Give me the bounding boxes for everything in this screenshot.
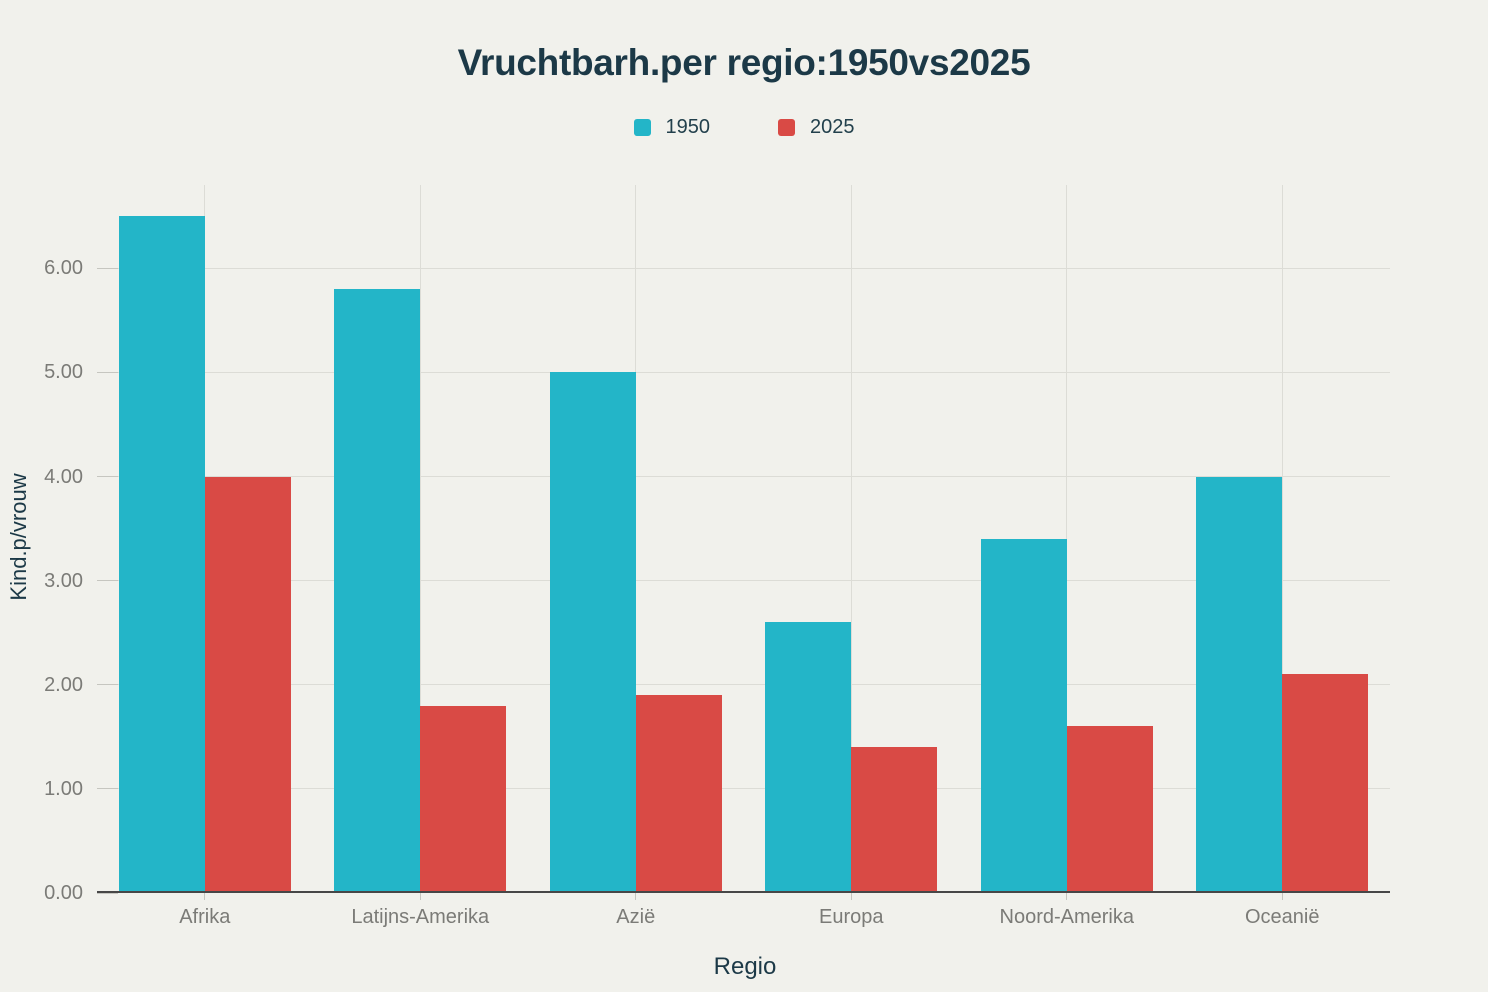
bar-azie-1950[interactable]: [549, 372, 636, 893]
y-tick-mark: [97, 788, 118, 790]
bar-afrika-1950[interactable]: [118, 216, 205, 893]
gridline-vertical: [1066, 185, 1068, 893]
gridline-vertical: [850, 185, 852, 893]
gridline-horizontal: [97, 476, 1390, 478]
y-tick-label: 5.00: [44, 361, 83, 384]
bar-oceanie-1950[interactable]: [1196, 476, 1283, 893]
legend: 1950 2025: [0, 116, 1488, 139]
x-tick-mark: [1281, 893, 1283, 900]
gridline-vertical: [419, 185, 421, 893]
x-tick-mark: [1066, 893, 1068, 900]
legend-label-2025: 2025: [810, 116, 855, 138]
bar-azie-2025[interactable]: [635, 695, 722, 893]
x-axis-line: [97, 891, 1390, 893]
gridline-vertical: [635, 185, 637, 893]
y-tick-mark: [97, 476, 118, 478]
x-tick-label: Afrika: [179, 906, 231, 928]
plot-area: 0.00 1.00 2.00 3.00 4.00 5.00 6.00 Afrika Latijn…: [44, 185, 1390, 928]
gridline-horizontal: [97, 580, 1390, 582]
gridline-vertical: [1281, 185, 1283, 893]
y-tick-label: 2.00: [44, 673, 83, 696]
bar-noord-amerika-1950[interactable]: [980, 539, 1067, 893]
y-tick-label: 6.00: [44, 257, 83, 280]
x-tick-label: Europa: [819, 906, 884, 928]
y-tick-label: 3.00: [44, 569, 83, 592]
x-tick-mark: [850, 893, 852, 900]
bar-oceanie-2025[interactable]: [1282, 674, 1369, 893]
x-tick-mark: [204, 893, 206, 900]
bar-latijns-amerika-1950[interactable]: [334, 289, 421, 893]
x-tick-label: Latijns-Amerika: [351, 906, 490, 928]
chart-title: Vruchtbarh.per regio:1950vs2025: [457, 42, 1031, 83]
x-tick-mark: [635, 893, 637, 900]
legend-item-1950[interactable]: 1950: [633, 116, 711, 139]
y-tick-mark: [97, 371, 118, 373]
y-tick-mark: [97, 892, 118, 894]
bar-europa-1950[interactable]: [765, 622, 852, 893]
gridline-horizontal: [97, 371, 1390, 373]
legend-item-2025[interactable]: 2025: [778, 116, 855, 139]
y-tick-mark: [97, 580, 118, 582]
x-tick-label: Azië: [616, 906, 656, 928]
x-axis-title: Regio: [713, 953, 777, 980]
bar-latijns-amerika-2025[interactable]: [420, 705, 507, 893]
bar-afrika-2025[interactable]: [204, 476, 291, 893]
y-tick-mark: [97, 267, 118, 269]
x-tick-mark: [419, 893, 421, 900]
x-tick-label: Oceanië: [1245, 906, 1320, 928]
x-tick-label: Noord-Amerika: [999, 906, 1134, 928]
bar-europa-2025[interactable]: [851, 747, 938, 893]
y-tick-label: 4.00: [44, 465, 83, 488]
y-tick-label: 0.00: [44, 882, 83, 904]
legend-label-1950: 1950: [665, 116, 711, 138]
legend-swatch-2025: [778, 119, 795, 136]
y-tick-mark: [97, 684, 118, 686]
legend-swatch-1950: [633, 119, 651, 136]
gridline-horizontal: [97, 788, 1390, 790]
gridline-horizontal: [97, 684, 1390, 686]
bar-noord-amerika-2025[interactable]: [1066, 726, 1153, 893]
y-tick-label: 1.00: [44, 777, 83, 800]
gridline-horizontal: [97, 267, 1390, 269]
